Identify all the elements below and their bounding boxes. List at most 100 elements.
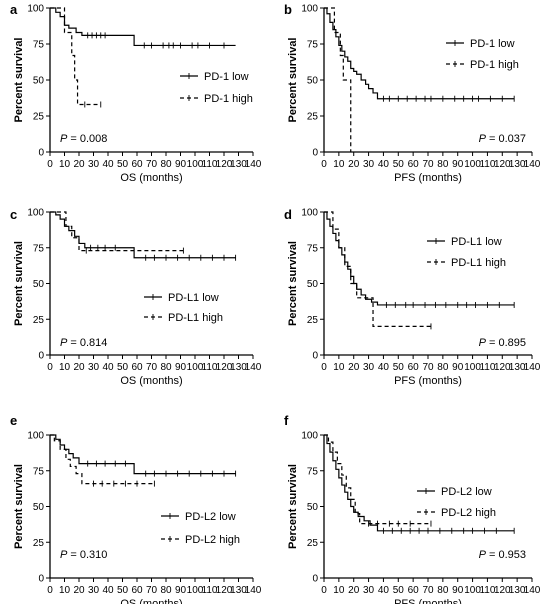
- x-axis-title: OS (months): [120, 375, 182, 387]
- x-tick-label: 30: [88, 159, 100, 170]
- p-symbol: P: [479, 337, 487, 349]
- x-tick-label: 90: [452, 585, 464, 596]
- x-tick-label: 130: [509, 159, 526, 170]
- x-tick-label: 70: [146, 159, 158, 170]
- x-tick-label: 110: [479, 159, 495, 170]
- legend-label: PD-L2 high: [185, 534, 240, 546]
- x-tick-label: 120: [216, 159, 233, 170]
- panel-label: a: [10, 2, 18, 17]
- x-tick-label: 80: [437, 362, 449, 373]
- x-axis-title: OS (months): [120, 172, 182, 184]
- y-tick-label: 50: [307, 279, 319, 290]
- y-tick-label: 75: [307, 466, 319, 477]
- y-tick-label: 50: [307, 76, 319, 87]
- panel-d: d0 10 20 30 40 50 60 70 80 90 10011012013014002550…: [284, 207, 541, 387]
- panel-label: b: [284, 2, 292, 17]
- p-value: P = 0.953: [479, 549, 526, 561]
- p-value: P = 0.895: [479, 337, 526, 349]
- x-tick-label: 20: [73, 362, 85, 373]
- y-tick-label: 50: [33, 502, 45, 513]
- x-tick-label: 100: [187, 362, 204, 373]
- y-tick-label: 25: [33, 315, 45, 326]
- x-tick-label: 110: [202, 585, 218, 596]
- p-symbol: P: [60, 337, 68, 349]
- series-line-low: [50, 434, 236, 475]
- x-tick-label: 130: [230, 159, 247, 170]
- x-tick-label: 50: [393, 159, 405, 170]
- x-tick-label: 0: [47, 585, 53, 596]
- y-tick-label: 0: [312, 148, 318, 159]
- x-tick-label: 110: [202, 362, 218, 373]
- y-tick-label: 25: [307, 315, 319, 326]
- x-tick-label: 50: [117, 362, 129, 373]
- x-tick-label: 0: [321, 362, 327, 373]
- x-tick-label: 80: [437, 159, 449, 170]
- y-axis-title: Percent survival: [13, 464, 25, 549]
- y-tick-label: 100: [27, 431, 44, 442]
- x-tick-label: 110: [479, 585, 495, 596]
- x-tick-label: 40: [102, 159, 114, 170]
- y-tick-label: 75: [33, 243, 45, 254]
- x-tick-label: 30: [88, 585, 100, 596]
- p-value: P = 0.008: [60, 133, 107, 145]
- y-tick-label: 100: [27, 208, 44, 219]
- p-value: P = 0.814: [60, 337, 107, 349]
- x-tick-label: 20: [73, 159, 85, 170]
- p-symbol: P: [479, 133, 487, 145]
- legend-label: PD-1 low: [470, 38, 515, 50]
- y-tick-label: 25: [33, 538, 45, 549]
- x-tick-label: 100: [464, 585, 481, 596]
- x-tick-label: 60: [131, 159, 143, 170]
- legend-label: PD-1 low: [204, 71, 249, 83]
- x-tick-label: 10: [59, 159, 71, 170]
- x-tick-label: 120: [494, 585, 511, 596]
- panel-b: b0 10 20 30 40 50 60 70 80 90 10011012013014002550…: [284, 2, 541, 184]
- x-tick-label: 20: [348, 585, 360, 596]
- x-tick-label: 60: [408, 362, 420, 373]
- x-tick-label: 20: [73, 585, 85, 596]
- x-tick-label: 80: [160, 159, 172, 170]
- x-tick-label: 140: [524, 362, 541, 373]
- series-line-low: [50, 211, 236, 259]
- x-tick-label: 60: [131, 362, 143, 373]
- legend-label: PD-1 high: [204, 93, 253, 105]
- p-value: P = 0.310: [60, 549, 107, 561]
- x-tick-label: 140: [524, 159, 541, 170]
- p-value-text: = 0.814: [67, 337, 107, 349]
- y-tick-label: 100: [301, 431, 318, 442]
- y-tick-label: 0: [312, 351, 318, 362]
- panel-e: e0 10 20 30 40 50 60 70 80 90 10011012013014002550…: [10, 413, 262, 604]
- x-tick-label: 10: [333, 585, 345, 596]
- x-tick-label: 130: [509, 585, 526, 596]
- y-tick-label: 50: [33, 76, 45, 87]
- y-axis-title: Percent survival: [13, 241, 25, 326]
- p-value-text: = 0.008: [67, 133, 107, 145]
- x-tick-label: 0: [321, 159, 327, 170]
- x-tick-label: 40: [102, 585, 114, 596]
- p-symbol: P: [60, 549, 68, 561]
- x-tick-label: 110: [202, 159, 218, 170]
- x-tick-label: 70: [146, 585, 158, 596]
- y-tick-label: 50: [307, 502, 319, 513]
- y-tick-label: 0: [38, 574, 44, 585]
- x-tick-label: 50: [117, 159, 129, 170]
- legend-label: PD-L1 low: [451, 236, 502, 248]
- x-tick-label: 80: [160, 585, 172, 596]
- x-tick-label: 40: [102, 362, 114, 373]
- y-tick-label: 25: [307, 538, 319, 549]
- x-tick-label: 10: [333, 159, 345, 170]
- x-tick-label: 90: [452, 159, 464, 170]
- x-tick-label: 100: [187, 159, 204, 170]
- series-line-high: [50, 211, 184, 252]
- panel-f: f0 10 20 30 40 50 60 70 80 90 10011012013014002550…: [284, 413, 541, 604]
- x-tick-label: 0: [321, 585, 327, 596]
- p-value-text: = 0.037: [486, 133, 526, 145]
- x-tick-label: 10: [333, 362, 345, 373]
- legend-label: PD-L1 high: [451, 257, 506, 269]
- x-axis-title: PFS (months): [394, 172, 462, 184]
- y-tick-label: 50: [33, 279, 45, 290]
- series-line-high: [324, 7, 352, 152]
- x-tick-label: 70: [146, 362, 158, 373]
- x-tick-label: 90: [175, 159, 187, 170]
- y-tick-label: 0: [38, 148, 44, 159]
